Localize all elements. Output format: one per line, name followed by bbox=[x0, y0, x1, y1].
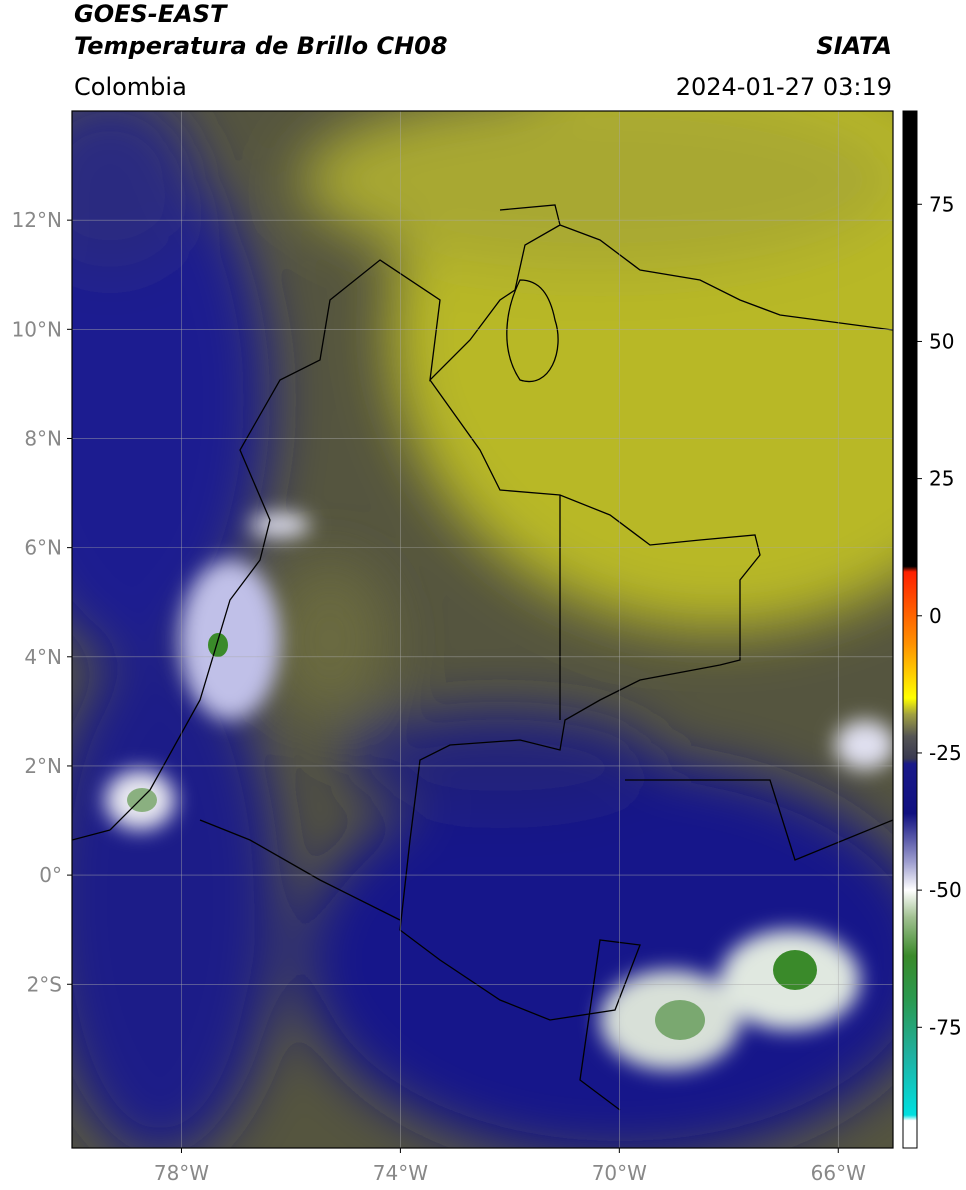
x-tick-label: 70°W bbox=[592, 1161, 647, 1185]
y-tick-label: 2°S bbox=[27, 972, 62, 996]
y-tick-label: 2°N bbox=[24, 754, 62, 778]
colorbar bbox=[902, 110, 918, 1149]
x-tick-label: 74°W bbox=[373, 1161, 428, 1185]
y-tick-label: 8°N bbox=[24, 426, 62, 450]
colorbar-tick-label: 0 bbox=[929, 604, 942, 628]
source: SIATA bbox=[816, 32, 892, 60]
subtitle: Temperatura de Brillo CH08 bbox=[74, 32, 448, 60]
y-tick-label: 4°N bbox=[24, 645, 62, 669]
map-frame bbox=[71, 110, 894, 1149]
y-tick-label: 10°N bbox=[12, 317, 62, 341]
title: GOES-EAST bbox=[74, 0, 228, 28]
x-tick-label: 66°W bbox=[811, 1161, 866, 1185]
y-tick-label: 0° bbox=[39, 863, 62, 887]
y-tick-label: 12°N bbox=[12, 208, 62, 232]
colorbar-tick-label: -50 bbox=[929, 878, 962, 902]
colorbar-tick-label: 50 bbox=[929, 329, 954, 353]
colorbar-tick-label: 25 bbox=[929, 467, 954, 491]
colorbar-tick-label: 75 bbox=[929, 192, 954, 216]
region: Colombia bbox=[74, 73, 187, 101]
datetime: 2024-01-27 03:19 bbox=[676, 73, 892, 101]
colorbar-tick-label: -75 bbox=[929, 1015, 962, 1039]
x-tick-label: 78°W bbox=[154, 1161, 209, 1185]
y-tick-label: 6°N bbox=[24, 536, 62, 560]
colorbar-tick-label: -25 bbox=[929, 741, 962, 765]
satellite-image bbox=[72, 111, 893, 1148]
